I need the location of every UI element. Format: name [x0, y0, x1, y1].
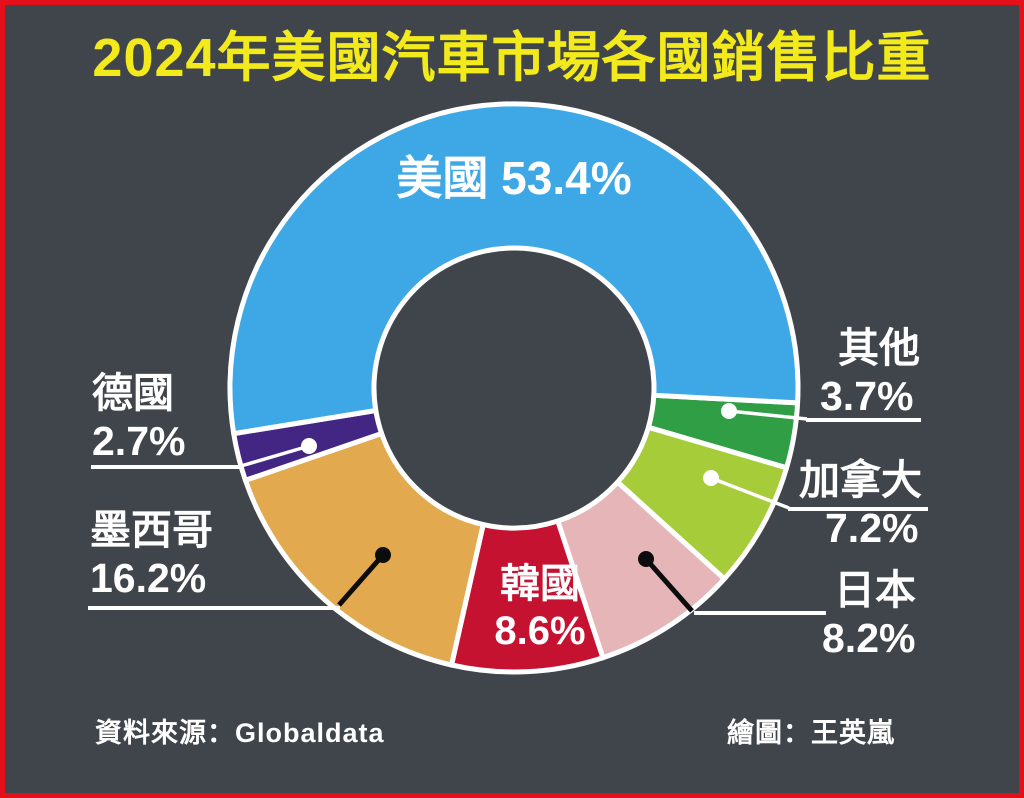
label-japan-name: 日本 [834, 567, 916, 613]
label-korea-name: 韓國 [499, 562, 580, 606]
leader-dot-mexico [375, 547, 391, 563]
label-canada-pct: 7.2% [825, 505, 919, 551]
label-mexico-pct: 16.2% [90, 555, 207, 601]
artist-credit: 繪圖：王英嵐 [727, 718, 895, 748]
chart-title: 2024年美國汽車市場各國銷售比重 [92, 28, 932, 88]
leader-line-others-0 [728, 409, 808, 421]
leader-line-mexico-0 [337, 553, 385, 607]
segment-label-japan: 日本 8.2% [822, 566, 916, 662]
label-mexico-name: 墨西哥 [90, 507, 213, 553]
leader-line-canada-0 [710, 476, 790, 510]
label-germany-name: 德國 [92, 370, 174, 416]
segment-label-canada: 加拿大 7.2% [799, 456, 922, 552]
label-others-name: 其他 [838, 325, 920, 371]
segment-usa [227, 101, 801, 437]
leader-dot-japan [638, 551, 654, 567]
label-usa-name: 美國 [396, 152, 489, 204]
segment-mexico [242, 431, 486, 668]
segment-label-usa: 美國 53.4% [396, 152, 631, 204]
segment-label-germany: 德國 2.7% [92, 369, 185, 465]
label-korea-pct: 8.6% [494, 609, 586, 653]
label-usa-pct: 53.4% [501, 152, 632, 204]
source-credit: 資料來源：Globaldata [95, 718, 385, 748]
segment-label-others: 其他 3.7% [820, 324, 920, 420]
leader-dot-others [721, 403, 737, 419]
leader-dot-canada [703, 470, 719, 486]
label-germany-pct: 2.7% [92, 418, 186, 464]
label-japan-pct: 8.2% [822, 615, 916, 661]
leader-line-germany-0 [240, 444, 310, 468]
leader-line-japan-0 [644, 557, 694, 613]
label-others-pct: 3.7% [820, 373, 914, 419]
segment-label-korea: 韓國 8.6% [494, 561, 585, 655]
segment-label-mexico: 墨西哥 16.2% [90, 506, 213, 602]
leader-dot-germany [301, 438, 317, 454]
label-canada-name: 加拿大 [799, 457, 922, 503]
